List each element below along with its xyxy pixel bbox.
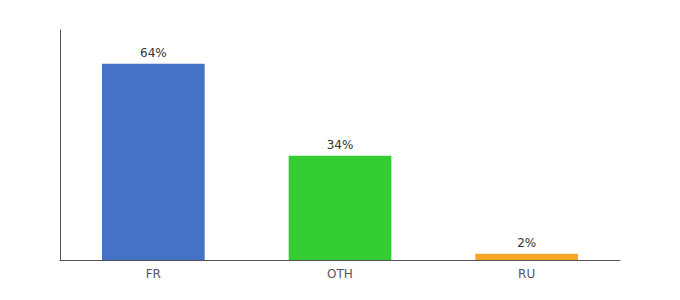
svg-text:64%: 64% [140, 46, 167, 60]
svg-text:FR: FR [146, 267, 161, 281]
svg-text:34%: 34% [327, 138, 354, 152]
svg-text:OTH: OTH [327, 267, 353, 281]
svg-text:2%: 2% [517, 236, 536, 250]
svg-text:RU: RU [518, 267, 535, 281]
